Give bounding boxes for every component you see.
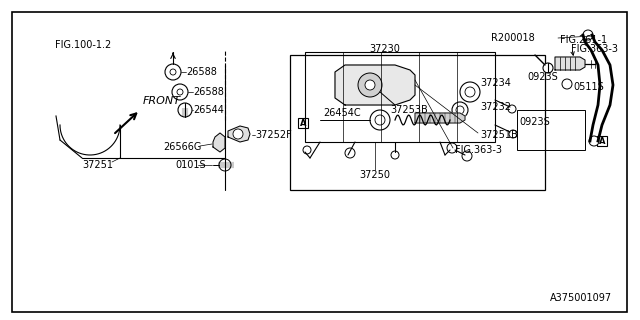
Polygon shape (213, 133, 225, 152)
Circle shape (358, 73, 382, 97)
Text: 0511S: 0511S (573, 82, 604, 92)
Circle shape (375, 115, 385, 125)
Polygon shape (335, 65, 415, 105)
Circle shape (345, 148, 355, 158)
Text: A: A (300, 118, 307, 127)
Circle shape (465, 87, 475, 97)
Text: 37230: 37230 (369, 44, 401, 54)
Text: 26588: 26588 (193, 87, 224, 97)
Text: FRONT: FRONT (143, 96, 181, 106)
Text: 0923S: 0923S (527, 72, 557, 82)
Text: 26566G: 26566G (163, 142, 202, 152)
Text: 0923S: 0923S (519, 117, 550, 127)
Circle shape (462, 151, 472, 161)
Circle shape (365, 80, 375, 90)
Text: A: A (599, 137, 605, 146)
Text: 37250: 37250 (360, 170, 390, 180)
Circle shape (178, 103, 192, 117)
Circle shape (508, 105, 516, 113)
Text: 0101S: 0101S (175, 160, 205, 170)
Polygon shape (415, 113, 465, 123)
Circle shape (233, 129, 243, 139)
Circle shape (391, 151, 399, 159)
Circle shape (170, 69, 176, 75)
Circle shape (452, 102, 468, 118)
Text: 37234: 37234 (480, 78, 511, 88)
Text: FIG.363-3: FIG.363-3 (571, 44, 618, 54)
Circle shape (219, 159, 231, 171)
Circle shape (165, 64, 181, 80)
Text: 26588: 26588 (186, 67, 217, 77)
Text: 37252F: 37252F (255, 130, 292, 140)
Text: FIG.261-1: FIG.261-1 (560, 35, 607, 45)
Bar (517, 110, 585, 150)
Bar (597, 136, 607, 146)
Text: FIG.363-3: FIG.363-3 (455, 145, 502, 155)
Circle shape (447, 143, 457, 153)
Bar (298, 118, 308, 128)
Circle shape (177, 89, 183, 95)
Circle shape (460, 82, 480, 102)
Circle shape (583, 30, 593, 40)
Circle shape (589, 136, 599, 146)
Text: 37253B: 37253B (390, 105, 428, 115)
Circle shape (456, 106, 464, 114)
Text: 37251: 37251 (82, 160, 113, 170)
Circle shape (509, 130, 517, 138)
Polygon shape (228, 126, 250, 142)
Text: 26544: 26544 (193, 105, 224, 115)
Circle shape (303, 146, 311, 154)
Circle shape (562, 79, 572, 89)
Polygon shape (555, 57, 585, 70)
Bar (290, 55, 545, 190)
Text: 26454C: 26454C (323, 108, 360, 118)
Circle shape (172, 84, 188, 100)
Bar (305, 52, 495, 142)
Text: A375001097: A375001097 (550, 293, 612, 303)
Text: 37251B: 37251B (480, 130, 518, 140)
Circle shape (543, 63, 553, 73)
Text: 37232: 37232 (480, 102, 511, 112)
Text: FIG.100-1.2: FIG.100-1.2 (55, 40, 111, 50)
Text: R200018: R200018 (491, 33, 535, 43)
Circle shape (370, 110, 390, 130)
